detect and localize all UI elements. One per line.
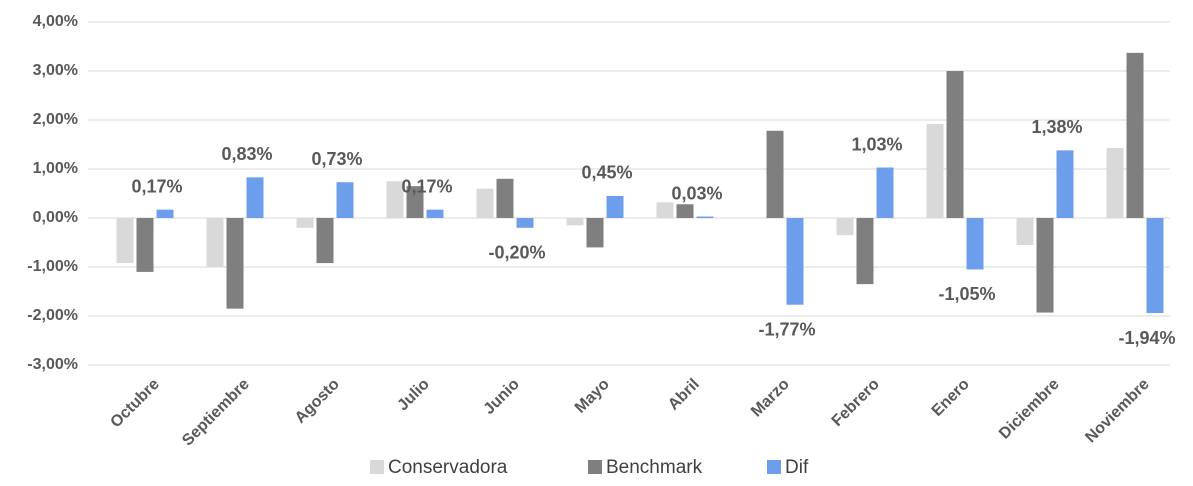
y-tick-label: 1,00% [33,160,78,177]
y-tick-label: 3,00% [33,62,78,79]
data-label: 1,38% [1031,117,1082,137]
bar [696,216,714,218]
bar [606,195,624,218]
bar [336,182,354,218]
legend-swatch [767,460,781,474]
bar [656,202,674,218]
bar [746,218,764,219]
bar [766,130,784,218]
bar [876,167,894,218]
bar [136,218,154,272]
y-tick-label: -1,00% [27,258,78,275]
x-tick-label: Junio [481,376,523,418]
bar [206,218,224,267]
bar [926,123,944,218]
bar [316,218,334,264]
legend-label: Benchmark [606,457,703,478]
bar [566,218,584,226]
bar [946,71,964,218]
bar [1036,218,1054,313]
y-tick-label: -3,00% [27,356,78,373]
bar [586,218,604,248]
bar [476,188,494,218]
bar [426,209,444,218]
bar [1016,218,1034,245]
x-tick-label: Septiembre [179,376,253,450]
data-label: -1,77% [758,319,815,339]
x-tick-label: Enero [929,376,973,420]
bar [1106,147,1124,218]
data-label: 0,03% [671,183,722,203]
data-label: 0,45% [581,163,632,183]
legend-label: Conservadora [388,457,508,478]
bar [496,178,514,218]
bar [1056,150,1074,218]
x-tick-label: Marzo [748,376,793,421]
bar [386,181,404,218]
bar [786,218,804,305]
bar [156,209,174,218]
x-tick-label: Noviembre [1082,376,1153,447]
x-tick-label: Abril [665,376,703,414]
data-label: -1,05% [938,284,995,304]
x-tick-label: Febrero [829,376,883,430]
legend-swatch [370,460,384,474]
bar [516,218,534,228]
bar [836,218,854,236]
bar [296,218,314,228]
y-tick-label: 2,00% [33,111,78,128]
data-label: 0,17% [401,176,452,196]
bar [406,186,424,218]
y-tick-label: 0,00% [33,209,78,226]
y-tick-label: 4,00% [33,13,78,30]
bar [226,218,244,309]
bar [676,204,694,218]
data-label: 0,73% [311,149,362,169]
y-tick-label: -2,00% [27,307,78,324]
legend-swatch [588,460,602,474]
x-tick-label: Diciembre [996,376,1063,443]
data-label: 0,17% [131,176,182,196]
data-label: -0,20% [488,243,545,263]
bar [966,218,984,270]
x-tick-label: Julio [394,376,433,415]
bar [246,177,264,218]
x-tick-label: Agosto [292,376,343,427]
x-tick-label: Octubre [107,376,162,431]
data-label: -1,94% [1118,328,1175,348]
bar [856,218,874,285]
bar [1146,218,1164,314]
data-label: 0,83% [221,144,272,164]
legend-label: Dif [785,457,809,478]
bar [116,218,134,264]
bar [1126,52,1144,219]
x-tick-label: Mayo [572,376,613,417]
data-label: 1,03% [851,134,902,154]
